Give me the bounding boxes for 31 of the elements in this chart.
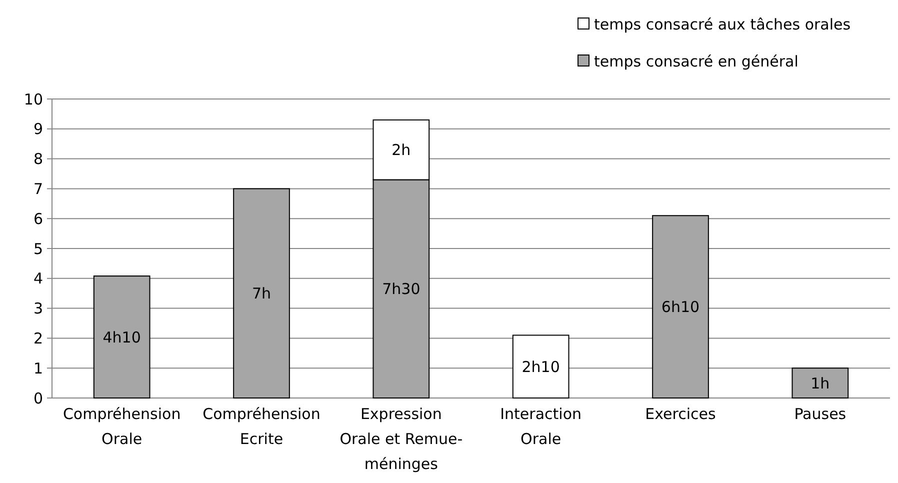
y-tick-label: 4: [33, 270, 43, 288]
data-label: 2h10: [522, 358, 560, 376]
y-tick-label: 5: [33, 240, 43, 258]
x-tick-label: Compréhension Orale: [62, 405, 181, 448]
data-label: 1h: [810, 374, 830, 392]
y-tick-label: 2: [33, 329, 43, 348]
y-tick-label: 3: [33, 300, 43, 318]
x-tick-label: Exercices: [645, 405, 716, 423]
bar: [792, 368, 849, 398]
bar: [512, 334, 570, 398]
y-tick-label: 9: [33, 120, 43, 138]
y-tick-label: 6: [33, 210, 43, 228]
legend-label: temps consacré en général: [594, 52, 798, 70]
legend-label: temps consacré aux tâches orales: [594, 15, 851, 34]
y-tick-label: 7: [33, 180, 43, 198]
y-tick-label: 10: [24, 90, 43, 108]
y-tick-label: 1: [33, 359, 43, 378]
data-label: 7h30: [382, 280, 420, 298]
x-tick-label: Pauses: [794, 405, 846, 423]
bar: [233, 188, 290, 398]
y-tick-label: 0: [33, 389, 43, 408]
bar: [652, 215, 709, 398]
y-tick-label: 8: [33, 150, 43, 168]
data-label: 7h: [252, 284, 272, 303]
x-tick-label: Interaction Orale: [500, 405, 582, 448]
x-tick-label: Expression Orale et Remue-méninges: [340, 405, 463, 473]
bar: [93, 276, 150, 398]
data-label: 4h10: [102, 328, 141, 346]
data-label: 2h: [392, 141, 411, 160]
x-tick-label: Compréhension Ecrite: [202, 405, 320, 448]
data-label: 6h10: [661, 298, 700, 316]
